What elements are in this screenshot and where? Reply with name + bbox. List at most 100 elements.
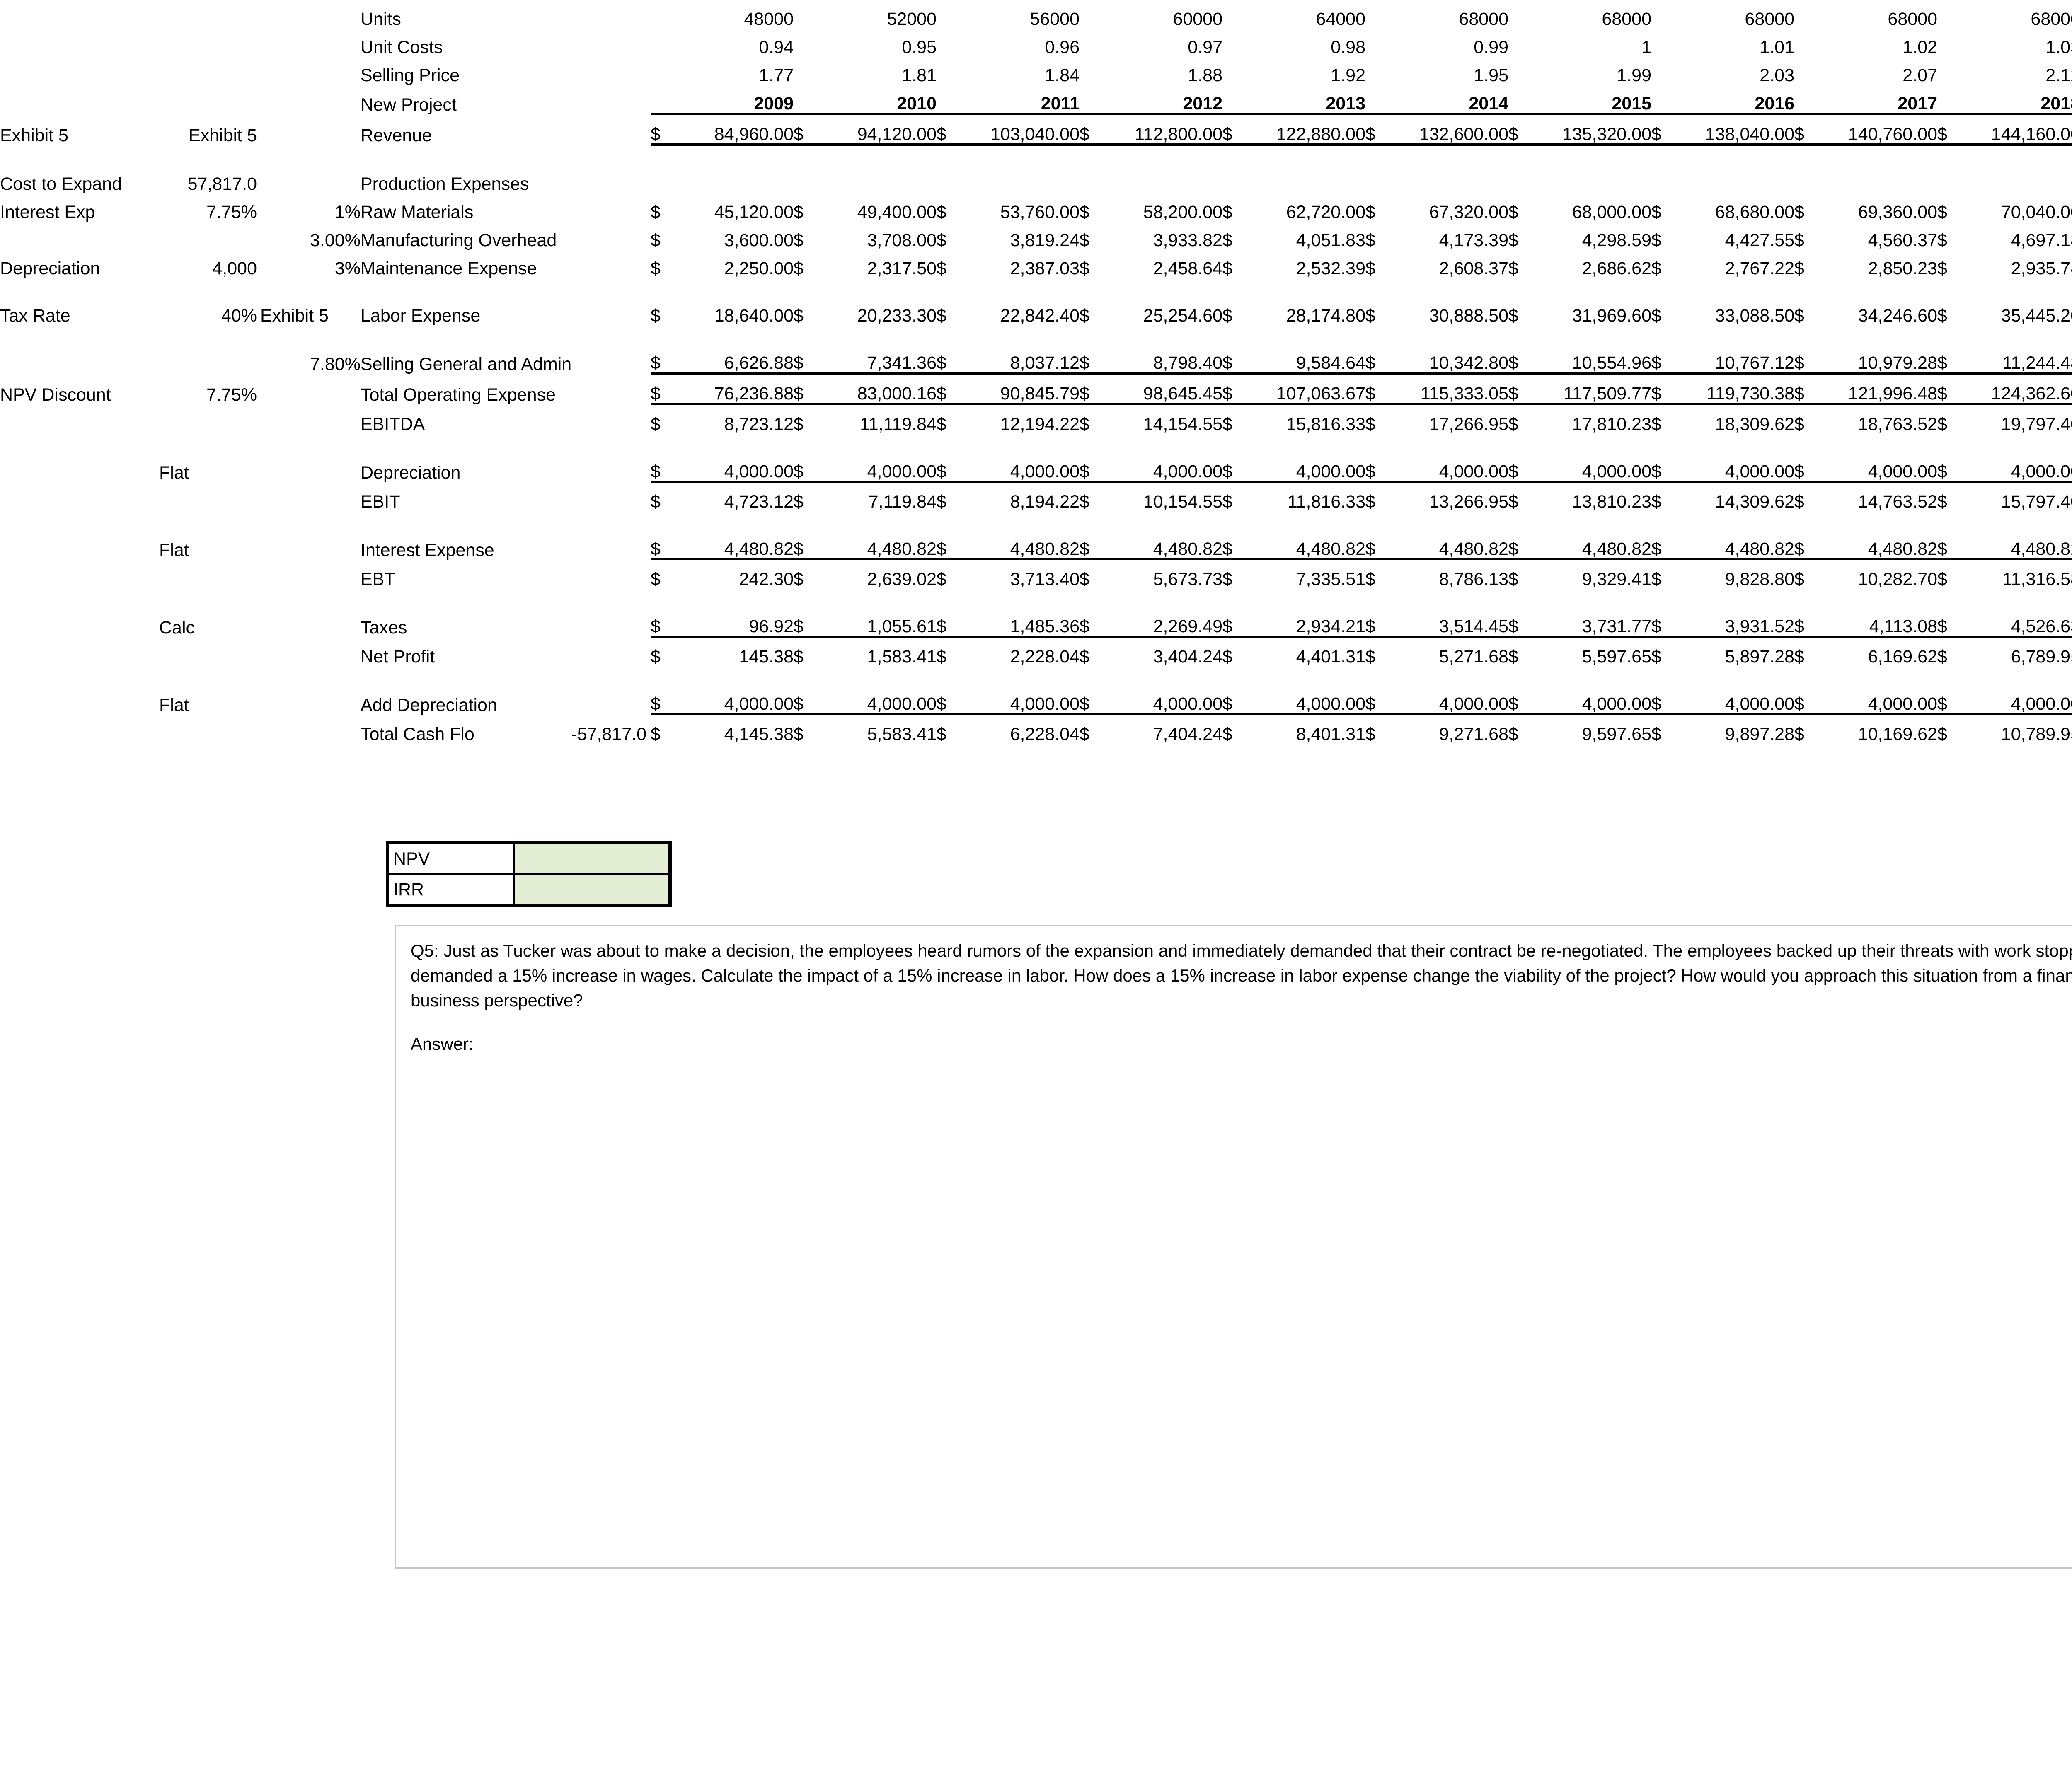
total-cash-flow-2017: 10,169.62 <box>1819 713 1937 743</box>
unit-cost-2018: 1.03 <box>2045 37 2072 57</box>
empty-cell <box>1794 28 1819 56</box>
table-row-spacer <box>0 666 2072 685</box>
raw-materials-2016: 68,680.00 <box>1715 202 1794 222</box>
table-row-ebit: EBIT $4,723.12 $7,119.84 $8,194.22 $10,1… <box>0 481 2072 511</box>
currency-symbol: $ <box>1651 230 1661 250</box>
flat-tag-depreciation: Flat <box>159 462 189 483</box>
labor-expense-2014: 30,888.50 <box>1429 306 1508 326</box>
currency-symbol: $ <box>1508 113 1533 146</box>
empty-cell <box>0 404 149 433</box>
revenue-2011: 103,040.00 <box>961 113 1080 146</box>
empty-cell <box>0 666 2072 685</box>
currency-symbol: $ <box>1508 230 1518 250</box>
currency-symbol: $ <box>1508 414 1518 434</box>
depreciation-2013: 4,000.00 <box>1296 462 1365 481</box>
empty-cell <box>0 637 149 666</box>
selling-price-2017: 2.07 <box>1903 65 1937 85</box>
empty-cell <box>257 482 361 511</box>
table-row-spacer <box>0 433 2072 452</box>
ebt-2013: 7,335.51 <box>1247 558 1365 588</box>
npv-value-input[interactable] <box>513 843 670 875</box>
row-label-total-operating-expense: Total Operating Expense <box>361 385 556 405</box>
table-row-taxes: Calc Taxes $96.92 $1,055.61 $1,485.36 $2… <box>0 607 2072 637</box>
currency-symbol: $ <box>1651 636 1676 666</box>
currency-symbol: $ <box>1508 616 1518 636</box>
table-row-unit-costs: Unit Costs 0.94 0.95 0.96 0.97 0.98 0.99… <box>0 28 2072 56</box>
row-label-new-project: New Project <box>361 95 457 115</box>
npv-row: NPV <box>387 843 670 875</box>
total-cash-flow-2010: 5,583.41 <box>818 713 937 743</box>
currency-symbol: $ <box>651 113 675 146</box>
ebit-2015: 13,810.23 <box>1533 481 1651 511</box>
empty-cell <box>257 56 361 85</box>
maintenance-expense-2009: 2,250.00 <box>724 259 794 278</box>
assumption-value-tax-rate: 40% <box>221 306 257 326</box>
units-2012: 60000 <box>1173 9 1222 29</box>
rate-manufacturing-overhead: 3.00% <box>310 230 361 250</box>
manufacturing-overhead-2017: 4,560.37 <box>1868 230 1937 250</box>
taxes-2016: 3,931.52 <box>1725 616 1794 636</box>
currency-symbol: $ <box>937 616 946 636</box>
empty-cell <box>0 28 149 56</box>
currency-symbol: $ <box>794 259 804 278</box>
ebit-2009: 4,723.12 <box>675 481 794 511</box>
revenue-2013: 122,880.00 <box>1247 113 1365 146</box>
empty-cell <box>257 452 361 482</box>
currency-symbol: $ <box>1365 306 1375 326</box>
raw-materials-2015: 68,000.00 <box>1572 202 1651 222</box>
npv-irr-box: NPV IRR <box>386 841 672 907</box>
empty-cell <box>1222 85 1247 114</box>
empty-cell <box>149 482 257 511</box>
currency-symbol: $ <box>1222 558 1247 588</box>
interest-expense-2011: 4,480.82 <box>1010 539 1080 559</box>
assumption-value-interest-exp: 7.75% <box>206 202 257 222</box>
currency-symbol: $ <box>1365 636 1390 666</box>
empty-cell <box>0 344 149 373</box>
empty-cell <box>0 588 2072 607</box>
table-row-depreciation: Flat Depreciation $4,000.00 $4,000.00 $4… <box>0 452 2072 482</box>
currency-symbol: $ <box>651 558 675 588</box>
currency-symbol: $ <box>937 539 946 559</box>
currency-symbol: $ <box>1222 230 1232 250</box>
currency-symbol: $ <box>651 713 675 743</box>
total-operating-expense-2011: 90,845.79 <box>961 372 1080 405</box>
empty-cell <box>0 452 149 482</box>
currency-symbol: $ <box>1508 694 1518 714</box>
currency-symbol: $ <box>1222 414 1232 434</box>
currency-symbol: $ <box>1080 616 1089 636</box>
row-label-raw-materials: Raw Materials <box>361 202 474 222</box>
row-label-add-depreciation: Add Depreciation <box>361 695 497 715</box>
currency-symbol: $ <box>1937 713 1962 743</box>
year-header-2014: 2014 <box>1469 94 1508 114</box>
maintenance-expense-2013: 2,532.39 <box>1296 259 1365 278</box>
currency-symbol: $ <box>1937 353 1947 373</box>
year-header-2013: 2013 <box>1326 94 1365 114</box>
question-answer-box[interactable]: Q5: Just as Tucker was about to make a d… <box>395 925 2072 1569</box>
total-operating-expense-2015: 117,509.77 <box>1533 372 1651 405</box>
currency-symbol: $ <box>1080 539 1089 559</box>
currency-symbol: $ <box>794 353 804 373</box>
table-row-production-expenses-header: Cost to Expand 57,817.0 Production Expen… <box>0 165 2072 193</box>
unit-cost-2017: 1.02 <box>1903 37 1937 57</box>
empty-cell <box>651 165 2072 193</box>
empty-cell <box>149 28 257 56</box>
currency-symbol: $ <box>1651 202 1661 222</box>
empty-cell <box>149 637 257 666</box>
year-header-2009: 2009 <box>754 94 794 114</box>
ebitda-2017: 18,763.52 <box>1858 414 1937 434</box>
empty-cell <box>1651 0 1676 28</box>
currency-symbol: $ <box>1794 113 1819 146</box>
ebit-2017: 14,763.52 <box>1819 481 1937 511</box>
manufacturing-overhead-2013: 4,051.83 <box>1296 230 1365 250</box>
empty-cell <box>257 85 361 114</box>
irr-value-input[interactable] <box>513 873 670 906</box>
raw-materials-2010: 49,400.00 <box>857 202 937 222</box>
interest-expense-2015: 4,480.82 <box>1582 539 1651 559</box>
currency-symbol: $ <box>1080 306 1089 326</box>
currency-symbol: $ <box>1080 558 1104 588</box>
table-row-spacer <box>0 588 2072 607</box>
assumption-value-depreciation: 4,000 <box>212 259 257 278</box>
add-depreciation-2014: 4,000.00 <box>1439 694 1508 714</box>
currency-symbol: $ <box>1937 230 1947 250</box>
currency-symbol: $ <box>937 481 961 511</box>
